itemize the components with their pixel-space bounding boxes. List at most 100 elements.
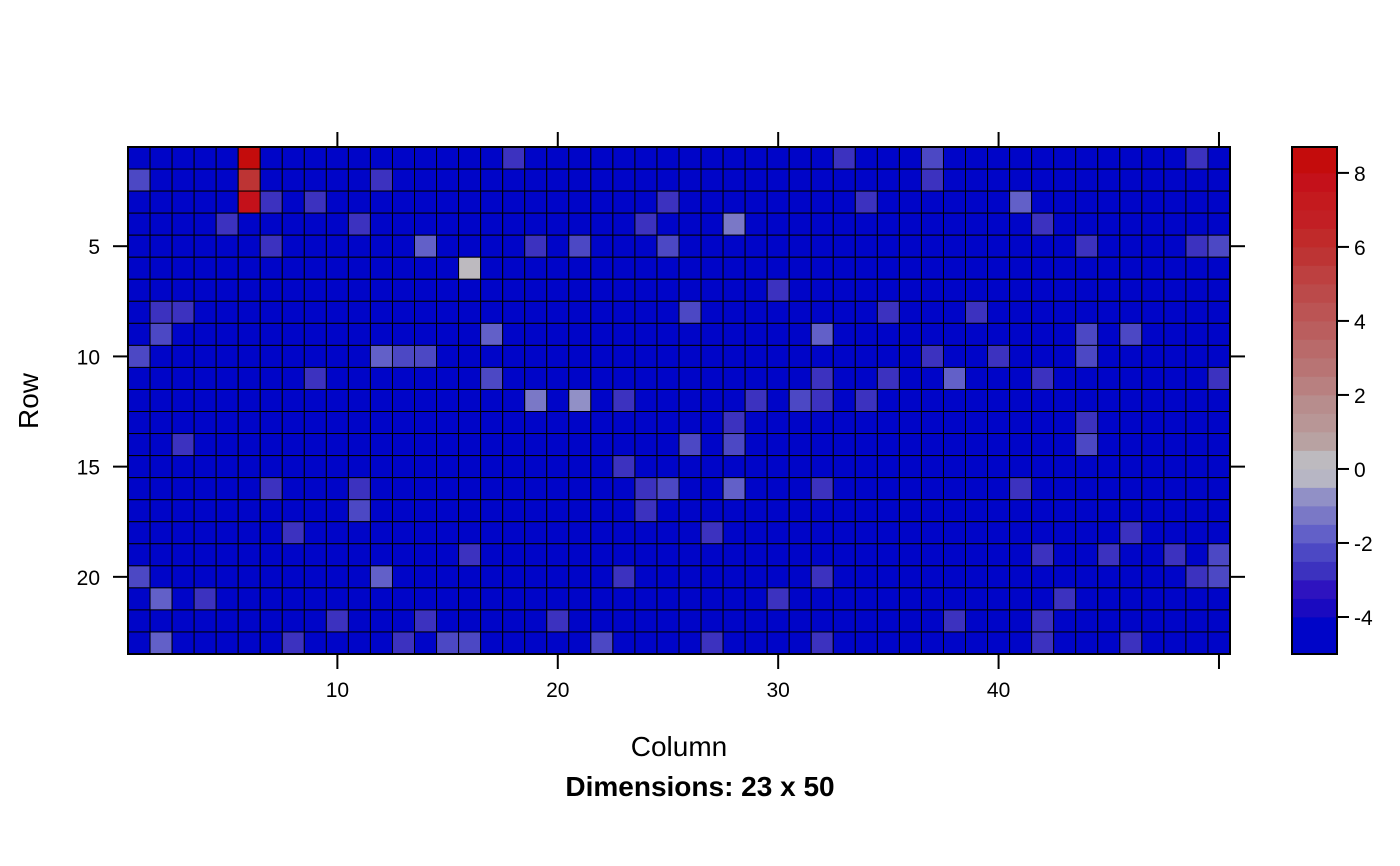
heatmap-cell <box>854 300 878 324</box>
heatmap-cell <box>369 499 393 523</box>
heatmap-cell <box>480 256 504 280</box>
heatmap-cell <box>832 587 856 611</box>
heatmap-cell <box>788 631 812 655</box>
heatmap-cell <box>215 388 239 413</box>
heatmap-cell <box>546 168 570 192</box>
heatmap-cell <box>766 146 790 170</box>
heatmap-cell <box>502 521 526 545</box>
heatmap-cell <box>237 631 261 655</box>
heatmap-cell <box>656 433 680 457</box>
heatmap-cell <box>788 300 812 324</box>
heatmap-cell <box>1207 234 1231 258</box>
heatmap-cell <box>546 587 570 611</box>
heatmap-cell <box>987 411 1011 435</box>
heatmap-cell <box>215 190 239 214</box>
colorbar-swatch <box>1292 339 1337 359</box>
heatmap-cell <box>920 499 944 523</box>
heatmap-cell <box>171 631 195 655</box>
heatmap-cell <box>414 300 438 324</box>
heatmap-cell <box>1163 344 1187 368</box>
heatmap-cell <box>1119 499 1143 523</box>
heatmap-cell <box>612 411 636 435</box>
heatmap-cell <box>810 477 834 501</box>
heatmap-cell <box>127 587 151 611</box>
heatmap-cell <box>634 146 658 170</box>
heatmap-cell <box>524 322 548 346</box>
heatmap-cell <box>700 521 724 545</box>
heatmap-cell <box>876 168 900 192</box>
heatmap-cell <box>1119 477 1143 501</box>
heatmap-cell <box>127 168 151 192</box>
heatmap-cell <box>414 234 438 258</box>
heatmap-cell <box>1185 366 1209 390</box>
heatmap-cell <box>1075 631 1099 655</box>
heatmap-cell <box>127 322 151 346</box>
heatmap-cell <box>480 433 504 457</box>
heatmap-cell <box>876 543 900 567</box>
colorbar-tick-label: -4 <box>1354 607 1373 630</box>
heatmap-cell <box>744 455 768 479</box>
heatmap-cell <box>1141 499 1165 523</box>
heatmap-cell <box>259 499 283 523</box>
heatmap-cell <box>678 344 702 368</box>
heatmap-cell <box>766 565 790 589</box>
heatmap-cell <box>766 455 790 479</box>
heatmap-cell <box>502 631 526 655</box>
heatmap-cell <box>898 609 922 633</box>
heatmap-cell <box>325 609 349 633</box>
heatmap-cell <box>656 521 680 545</box>
heatmap-cell <box>171 543 195 567</box>
heatmap-cell <box>546 411 570 435</box>
heatmap-cell <box>876 433 900 457</box>
heatmap-cell <box>281 146 305 170</box>
heatmap-cell <box>1097 146 1121 170</box>
heatmap-cell <box>1009 256 1033 280</box>
heatmap-cell <box>965 433 989 457</box>
heatmap-cell <box>1163 256 1187 280</box>
heatmap-cell <box>766 322 790 346</box>
heatmap-cell <box>942 543 967 567</box>
heatmap-cell <box>502 212 526 236</box>
heatmap-cell <box>788 388 812 413</box>
heatmap-cell <box>965 278 989 302</box>
heatmap-cell <box>458 609 482 633</box>
heatmap-cell <box>898 278 922 302</box>
heatmap-cell <box>502 433 526 457</box>
heatmap-cell <box>612 278 636 302</box>
heatmap-cell <box>1053 631 1077 655</box>
heatmap-cell <box>590 631 614 655</box>
heatmap-cell <box>458 146 482 170</box>
heatmap-cell <box>171 499 195 523</box>
heatmap-cell <box>766 366 790 390</box>
heatmap-cell <box>1075 455 1099 479</box>
heatmap-cell <box>436 146 460 170</box>
heatmap-cell <box>259 521 283 545</box>
heatmap-cell <box>127 631 151 655</box>
y-axis-ticks: 5 10 15 20 <box>77 236 1245 590</box>
heatmap-cell <box>524 587 548 611</box>
heatmap-cell <box>215 587 239 611</box>
heatmap-cell <box>259 278 283 302</box>
heatmap-cell <box>1075 256 1099 280</box>
heatmap-cell <box>436 433 460 457</box>
heatmap-cell <box>1053 543 1077 567</box>
heatmap-cell <box>127 190 151 214</box>
heatmap-cell <box>369 146 393 170</box>
heatmap-cell <box>1053 366 1077 390</box>
heatmap-cell <box>965 411 989 435</box>
heatmap-cell <box>546 521 570 545</box>
colorbar-swatch <box>1292 283 1337 303</box>
heatmap-cell <box>259 631 283 655</box>
heatmap-cell <box>1185 631 1209 655</box>
heatmap-cell <box>656 631 680 655</box>
heatmap-cell <box>568 146 592 170</box>
heatmap-cell <box>854 278 878 302</box>
heatmap-cell <box>965 609 989 633</box>
heatmap-cell <box>942 300 967 324</box>
heatmap-cell <box>678 543 702 567</box>
heatmap-cell <box>832 477 856 501</box>
heatmap-cell <box>1075 322 1099 346</box>
heatmap-cell <box>678 212 702 236</box>
heatmap-cell <box>568 168 592 192</box>
heatmap-cell <box>1141 477 1165 501</box>
